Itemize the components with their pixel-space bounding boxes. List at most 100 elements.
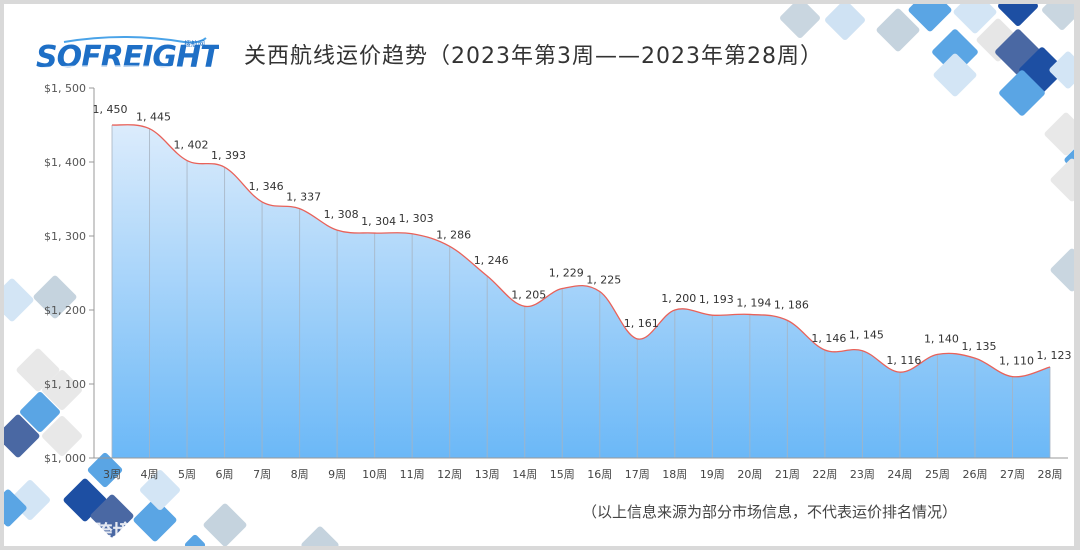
diamond-shape <box>908 4 952 32</box>
data-label: 1, 146 <box>811 332 846 345</box>
axes <box>89 87 1068 459</box>
x-tick-label: 17周 <box>625 468 650 481</box>
x-tick-label: 7周 <box>253 468 271 481</box>
diamond-shape <box>87 452 123 488</box>
data-label: 1, 145 <box>849 329 884 342</box>
diamond-shape <box>16 348 60 392</box>
x-tick-label: 6周 <box>216 468 234 481</box>
data-label: 1, 304 <box>361 215 396 228</box>
diamond-shape <box>1050 248 1074 292</box>
decorative-diamond-pattern <box>4 4 1074 546</box>
data-label: 1, 123 <box>1037 349 1072 362</box>
diamond-shape <box>133 498 177 542</box>
x-tick-label: 3周 <box>103 468 121 481</box>
x-tick-label: 24周 <box>887 468 912 481</box>
diamond-shape <box>33 275 77 319</box>
data-label: 1, 303 <box>399 212 434 225</box>
diamond-shape <box>301 526 339 546</box>
data-label: 1, 402 <box>174 139 209 152</box>
data-label: 1, 308 <box>324 208 359 221</box>
x-tick-label: 19周 <box>700 468 725 481</box>
logo-text: SOFREIGHT <box>36 40 219 74</box>
x-tick-label: 8周 <box>291 468 309 481</box>
y-tick-label: $1, 500 <box>44 82 86 95</box>
y-tick-label: $1, 300 <box>44 230 86 243</box>
diamond-shape <box>20 392 60 432</box>
logo-subtext: 搜航网 <box>184 39 205 48</box>
diamond-shape <box>4 414 40 458</box>
diamond-shape <box>825 4 865 40</box>
watermark: ℂ∞ 大数跨境 <box>18 516 132 545</box>
diamond-shape <box>42 370 82 410</box>
source-note: （以上信息来源为部分市场信息，不代表运价排名情况） <box>582 503 958 521</box>
data-label: 1, 200 <box>661 292 696 305</box>
watermark-logo-icon: ℂ∞ <box>18 523 53 544</box>
data-label: 1, 186 <box>774 298 809 311</box>
y-axis-labels: $1, 000 $1, 100 $1, 200 $1, 300 $1, 400 $1, 5… <box>44 82 86 465</box>
x-tick-label: 16周 <box>587 468 612 481</box>
diamond-shape <box>780 4 820 38</box>
y-tick-label: $1, 200 <box>44 304 86 317</box>
x-axis-labels: 3周 4周 5周 6周 7周 8周 9周 10周 11周 12周 13周 14周 15周 16周 17周 18… <box>103 468 1063 481</box>
diamond-shape <box>933 53 977 97</box>
data-label: 1, 116 <box>886 354 921 367</box>
vertical-gridlines <box>111 125 1051 458</box>
data-label: 1, 161 <box>624 317 659 330</box>
data-label: 1, 346 <box>249 180 284 193</box>
x-tick-label: 11周 <box>400 468 425 481</box>
x-tick-label: 12周 <box>437 468 462 481</box>
x-tick-label: 14周 <box>512 468 537 481</box>
diamond-shape <box>1042 4 1074 30</box>
chart-title: 关西航线运价趋势（2023年第3周——2023年第28周） <box>244 44 823 69</box>
data-label: 1, 205 <box>511 288 546 301</box>
diamond-shape <box>184 534 206 546</box>
x-tick-label: 13周 <box>475 468 500 481</box>
diamond-shape <box>953 4 997 34</box>
price-line <box>111 124 1051 378</box>
data-label: 1, 246 <box>474 254 509 267</box>
x-tick-label: 4周 <box>141 468 159 481</box>
data-label: 1, 229 <box>549 267 584 280</box>
sofreight-logo: SOFREIGHT 搜航网 <box>34 34 224 75</box>
data-label: 1, 140 <box>924 332 959 345</box>
x-tick-label: 21周 <box>775 468 800 481</box>
y-tick-label: $1, 100 <box>44 378 86 391</box>
y-tick-label: $1, 000 <box>44 452 86 465</box>
x-tick-label: 9周 <box>328 468 346 481</box>
data-label: 1, 135 <box>961 340 996 353</box>
diamond-shape <box>999 70 1045 116</box>
area-fill <box>112 124 1050 459</box>
diamond-shape <box>1044 112 1074 156</box>
x-tick-label: 28周 <box>1038 468 1063 481</box>
diamond-shape <box>42 416 82 456</box>
x-tick-label: 22周 <box>812 468 837 481</box>
data-label: 1, 450 <box>93 103 128 116</box>
x-tick-label: 25周 <box>925 468 950 481</box>
data-label: 1, 286 <box>436 228 471 241</box>
diamond-shape <box>1049 51 1074 89</box>
diamond-shape <box>1050 158 1074 202</box>
x-tick-label: 18周 <box>662 468 687 481</box>
data-label: 1, 337 <box>286 191 321 204</box>
diamond-shape <box>203 503 247 546</box>
x-tick-label: 10周 <box>362 468 387 481</box>
data-label: 1, 193 <box>699 293 734 306</box>
data-label: 1, 445 <box>136 111 171 124</box>
diamond-shape <box>932 29 978 75</box>
diamond-shape <box>90 494 134 538</box>
diamond-shape <box>876 8 920 52</box>
x-tick-label: 15周 <box>550 468 575 481</box>
x-tick-label: 26周 <box>962 468 987 481</box>
diamond-shape <box>4 489 27 527</box>
x-tick-label: 5周 <box>178 468 196 481</box>
watermark-text: 大数跨境 <box>52 520 133 544</box>
diamond-shape <box>4 278 34 322</box>
x-tick-label: 23周 <box>850 468 875 481</box>
data-label: 1, 225 <box>586 274 621 287</box>
y-tick-label: $1, 400 <box>44 156 86 169</box>
data-label: 1, 110 <box>999 355 1034 368</box>
data-label: 1, 194 <box>736 296 771 309</box>
